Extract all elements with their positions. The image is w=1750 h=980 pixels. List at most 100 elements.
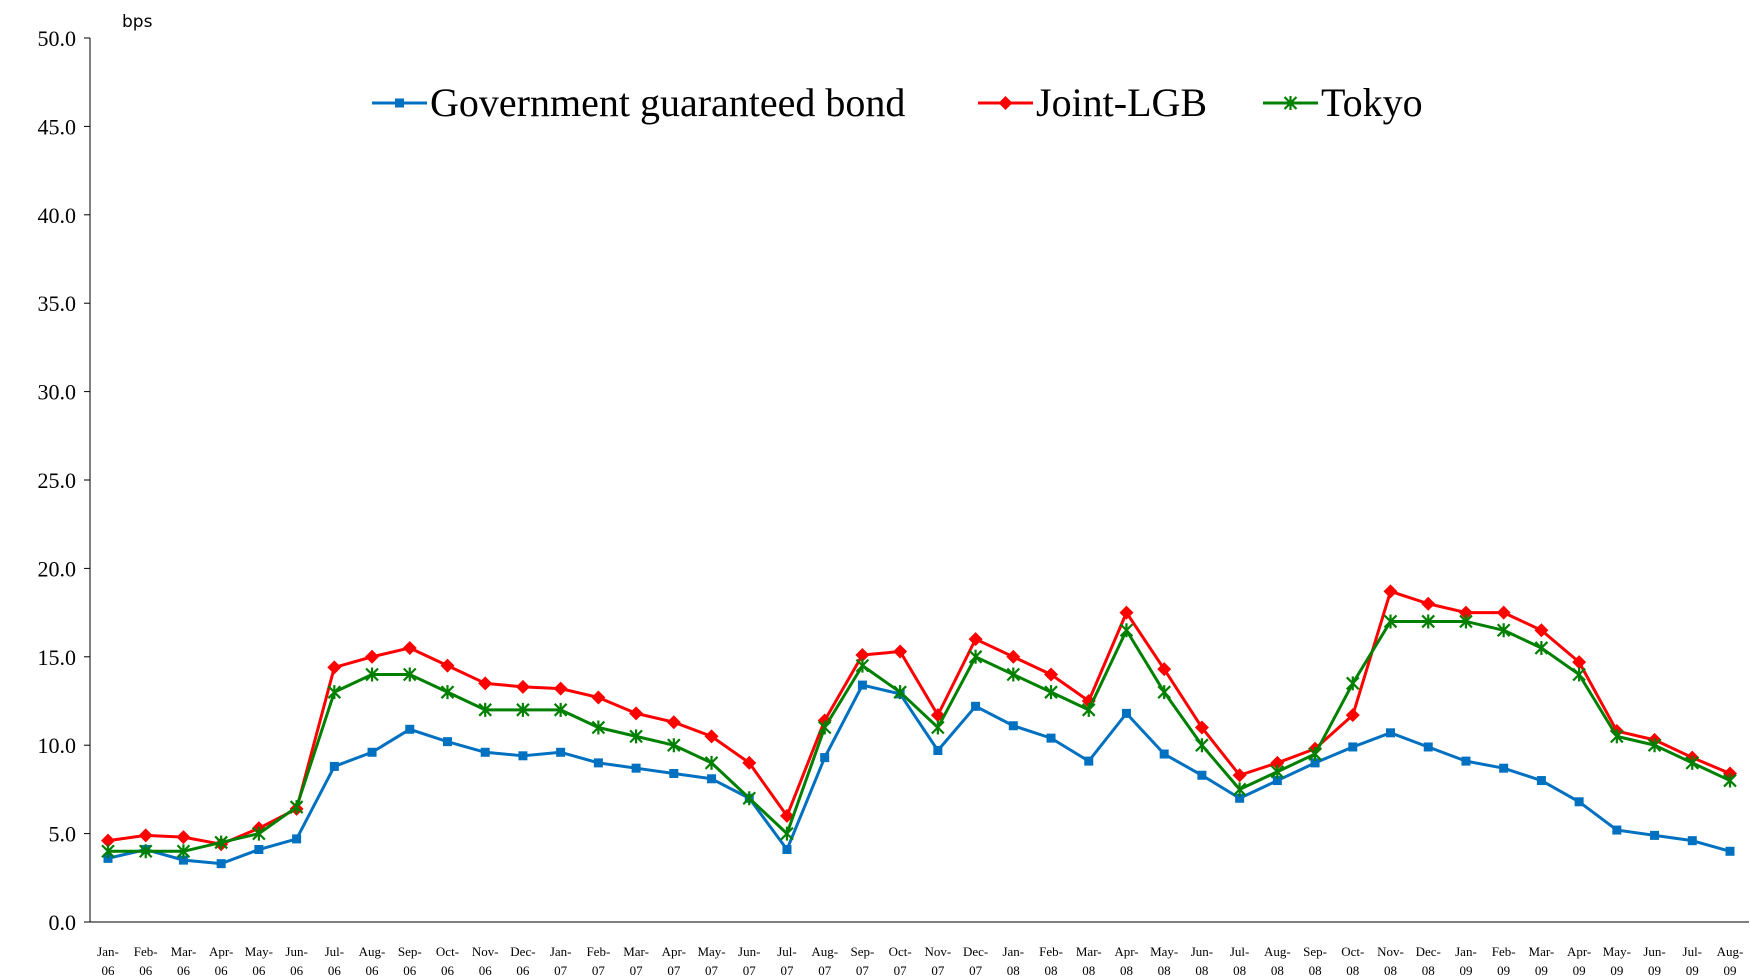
x-tick-label-month: Mar-: [623, 944, 649, 959]
y-tick-label: 0.0: [49, 910, 77, 935]
x-tick-label: Aug- 07: [811, 944, 838, 978]
data-point: [1121, 708, 1131, 718]
x-tick-label-month: Jun-: [1643, 944, 1665, 959]
data-point: [1723, 773, 1737, 788]
data-point: [478, 676, 493, 691]
x-tick-label-year: 06: [516, 963, 530, 978]
data-point: [252, 826, 266, 841]
data-point: [1232, 782, 1247, 797]
x-tick-label-year: 06: [441, 963, 455, 978]
x-tick-label-year: 09: [1686, 963, 1699, 978]
x-tick-label: Dec- 08: [1416, 944, 1441, 978]
x-tick-label: Jul- 06: [325, 944, 345, 978]
data-point: [1496, 605, 1511, 620]
x-tick-label-year: 06: [139, 963, 153, 978]
data-point: [1458, 605, 1473, 620]
data-point: [289, 800, 304, 815]
x-tick-label-month: Jan-: [1455, 944, 1477, 959]
y-tick-label: 20.0: [38, 556, 77, 581]
x-tick-label-year: 08: [1309, 963, 1322, 978]
data-point: [138, 844, 153, 859]
data-point: [591, 690, 606, 705]
x-tick-label: Jan- 07: [550, 944, 572, 978]
data-point: [176, 830, 191, 845]
x-tick-label-year: 08: [1120, 963, 1133, 978]
data-point: [667, 738, 681, 753]
x-tick-label: Apr- 07: [662, 944, 686, 978]
data-point: [1572, 655, 1587, 670]
data-point: [402, 640, 417, 655]
x-tick-label: Dec- 07: [963, 944, 988, 978]
data-point: [1574, 797, 1584, 807]
data-point: [1044, 667, 1059, 682]
x-tick-label-year: 07: [818, 963, 832, 978]
data-point: [1272, 776, 1282, 786]
x-tick-label: Jun- 09: [1643, 944, 1665, 978]
data-point: [1081, 702, 1096, 717]
x-tick-label-year: 07: [554, 963, 568, 978]
data-point: [254, 845, 264, 855]
legend-marker: [1283, 96, 1298, 110]
x-tick-label-month: Feb-: [1039, 944, 1063, 959]
data-point: [516, 702, 530, 717]
x-tick-label-year: 06: [403, 963, 417, 978]
data-point: [1348, 742, 1358, 752]
x-tick-label-year: 08: [1233, 963, 1246, 978]
x-tick-label-month: Nov-: [472, 944, 499, 959]
data-point: [1346, 676, 1360, 691]
x-tick-label-year: 08: [1158, 963, 1171, 978]
x-tick-label: Dec- 06: [510, 944, 535, 978]
x-tick-label-year: 07: [931, 963, 945, 978]
data-point: [1499, 763, 1509, 773]
data-point: [478, 702, 492, 717]
x-tick-label: Aug- 06: [359, 944, 386, 978]
data-point: [1650, 830, 1660, 840]
data-point: [820, 753, 830, 763]
data-point: [893, 685, 907, 700]
x-tick-label: Mar- 07: [623, 944, 649, 978]
data-point: [1536, 776, 1546, 786]
x-tick-label-month: Feb-: [586, 944, 610, 959]
data-point: [855, 658, 870, 673]
data-point: [216, 859, 226, 869]
data-point: [968, 649, 983, 664]
data-point: [365, 667, 379, 682]
data-point: [629, 729, 643, 744]
x-tick-label-month: Mar-: [171, 944, 197, 959]
x-tick-label-year: 09: [1573, 963, 1586, 978]
x-tick-label-month: Jan-: [97, 944, 119, 959]
data-point: [402, 667, 417, 682]
x-tick-label-year: 06: [479, 963, 493, 978]
data-point: [440, 685, 455, 700]
x-tick-label-month: Dec-: [1416, 944, 1441, 959]
x-tick-label: Oct- 07: [889, 944, 912, 978]
x-tick-label-month: May-: [245, 944, 273, 959]
x-tick-label-month: Aug-: [1717, 944, 1744, 959]
data-point: [1119, 623, 1134, 638]
x-tick-label: Mar- 06: [171, 944, 197, 978]
y-axis: 0.0 5.0 10.0 15.0 20.0 25.0 30.0 35.0 40.0 45.0 50…: [38, 26, 91, 935]
x-tick-label-month: Jul-: [325, 944, 345, 959]
data-point: [669, 768, 679, 778]
x-tick-label-month: Jan-: [1002, 944, 1024, 959]
data-point: [1421, 596, 1436, 611]
x-tick-label-month: Jul-: [1683, 944, 1703, 959]
data-point: [1423, 742, 1433, 752]
data-point: [1270, 764, 1285, 779]
data-point: [817, 720, 832, 735]
data-point: [780, 826, 794, 841]
x-tick-label: Nov- 06: [472, 944, 499, 978]
legend-label: Government guaranteed bond: [430, 80, 905, 125]
y-tick-label: 45.0: [38, 114, 77, 139]
series-0: [103, 680, 1735, 869]
data-point: [742, 755, 757, 770]
x-tick-label-month: Mar-: [1076, 944, 1102, 959]
data-point: [1119, 605, 1134, 620]
data-point: [1534, 640, 1549, 655]
x-tick-label-year: 07: [743, 963, 757, 978]
x-tick-label-month: Oct-: [889, 944, 912, 959]
x-tick-label-month: Jan-: [550, 944, 572, 959]
x-tick-label: Jul- 09: [1683, 944, 1703, 978]
data-point: [782, 845, 792, 855]
data-point: [707, 774, 717, 784]
